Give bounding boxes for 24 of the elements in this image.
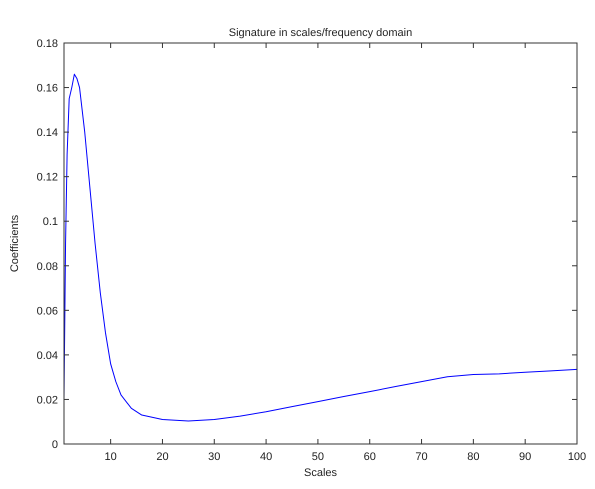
x-tick-label: 20 [156,451,169,463]
y-tick-label: 0.1 [42,216,58,228]
y-tick-label: 0.12 [36,172,58,184]
x-tick-label: 30 [208,451,220,463]
x-tick-label: 100 [568,451,586,463]
y-tick-label: 0.04 [36,350,58,362]
chart-title: Signature in scales/frequency domain [228,27,412,39]
y-tick-label: 0.18 [36,38,58,50]
x-axis-title: Scales [304,467,338,479]
y-axis-title: Coefficients [9,214,21,272]
y-tick-label: 0.08 [36,260,58,273]
x-tick-label: 80 [467,451,480,463]
x-tick-label: 70 [415,451,428,463]
y-tick-label: 0.06 [36,305,58,318]
x-tick-label: 40 [260,451,272,463]
line-series [64,74,578,422]
x-tick-label: 10 [104,451,117,463]
x-tick-label: 90 [519,451,532,463]
y-tick-label: 0 [52,439,58,451]
y-tick-label: 0.16 [36,82,58,95]
y-tick-label: 0.14 [36,127,58,140]
x-tick-label: 60 [364,451,376,463]
y-tick-label: 0.02 [36,394,58,406]
x-tick-label: 50 [312,451,324,463]
